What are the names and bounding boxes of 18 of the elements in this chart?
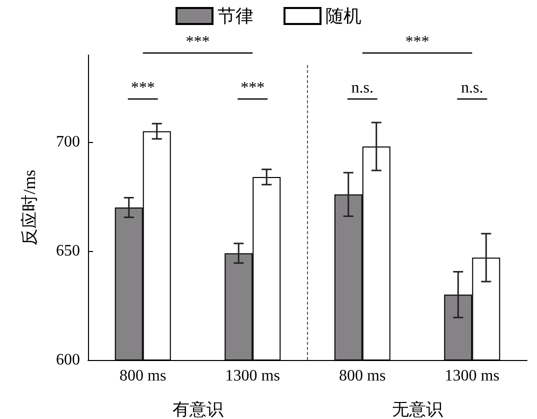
legend-label: 随机 [326,6,362,26]
y-tick-label: 650 [56,242,80,260]
annotation: *** [240,80,265,96]
legend-label: 节律 [218,6,254,26]
annotation: *** [130,80,155,96]
x-tick-label: 800 ms [120,368,166,384]
x-tick-label: 1300 ms [225,368,280,384]
text: *** [405,34,430,50]
annotation: n.s. [351,80,374,96]
y-tick-label: 700 [56,134,80,151]
x-tick-label: 800 ms [339,368,386,384]
text: 无意识 [392,400,443,419]
y-axis-title: 反应时/ms [20,170,39,246]
text: *** [186,34,210,50]
annotation: n.s. [461,80,484,96]
text: 有意识 [172,400,224,419]
x-tick-label: 1300 ms [444,368,500,384]
y-tick-label: 600 [56,352,80,368]
